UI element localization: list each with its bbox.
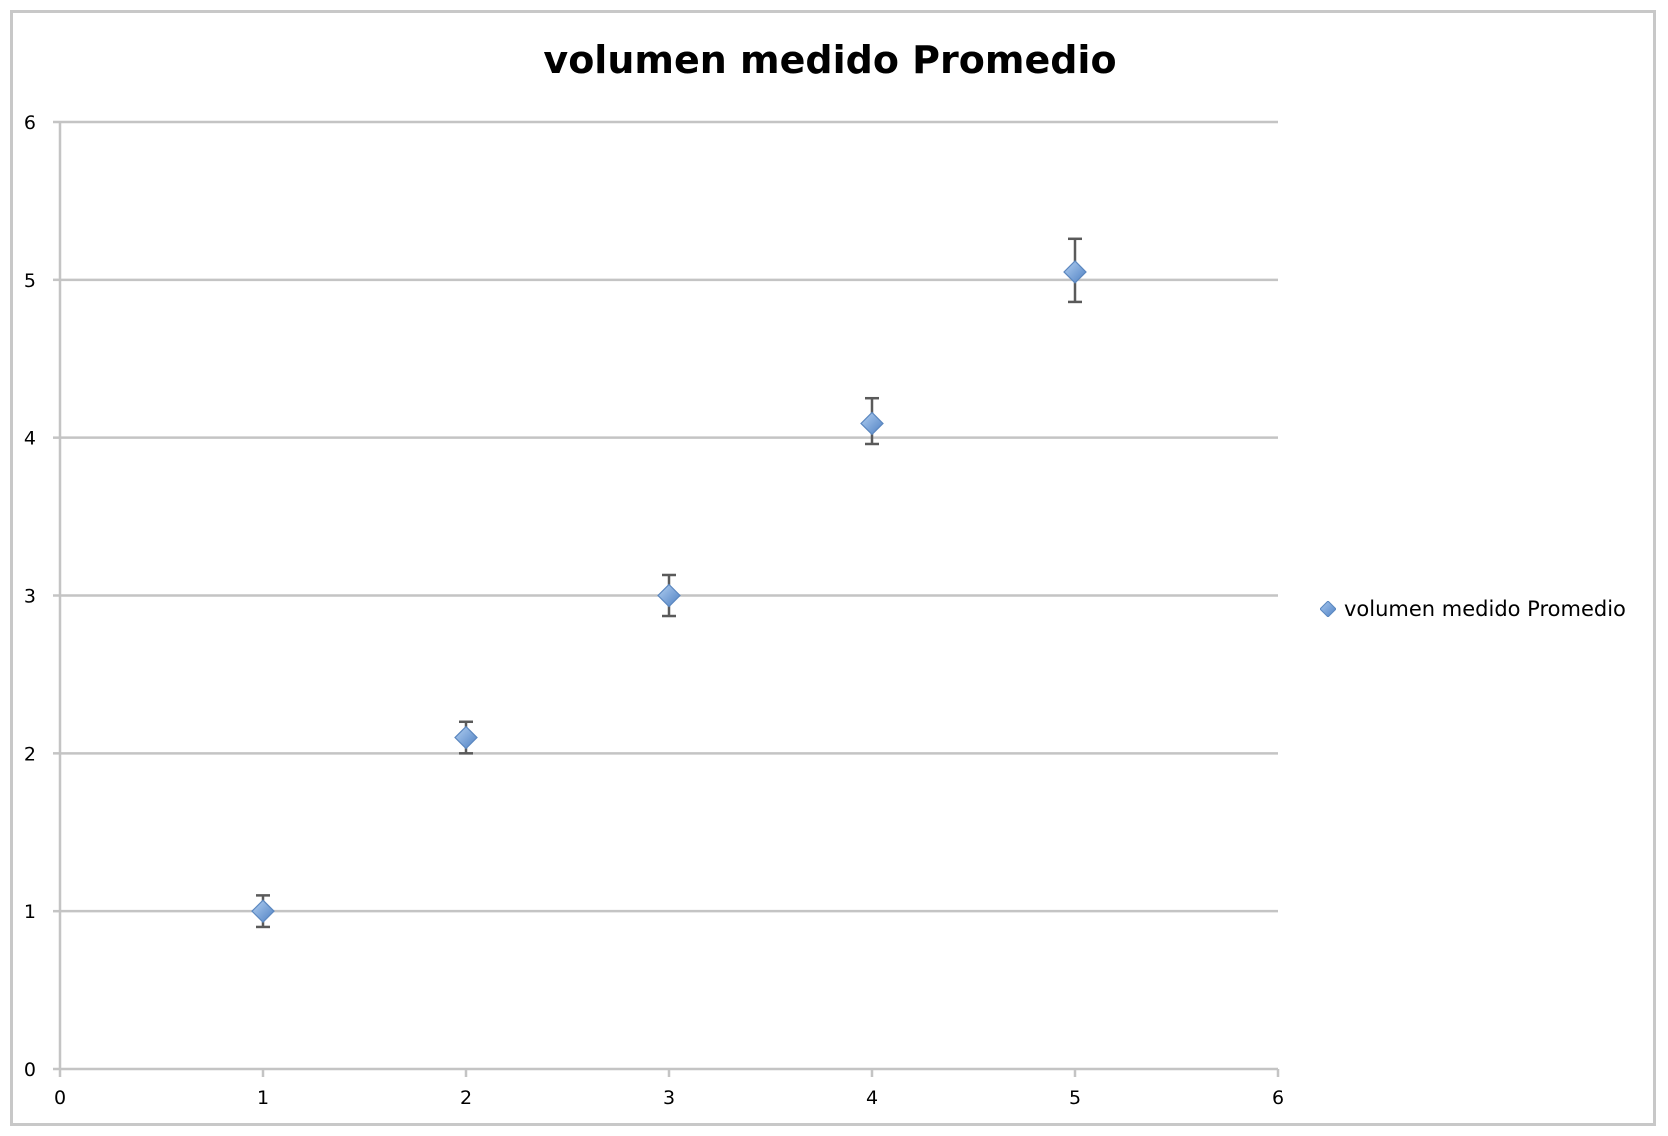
y-tick-label-3: 3 (24, 586, 36, 608)
x-tick-label-6: 6 (1272, 1087, 1284, 1109)
legend-marker-icon (1320, 601, 1336, 617)
y-tick-label-2: 2 (24, 743, 36, 765)
x-tick-label-4: 4 (866, 1087, 878, 1109)
error-bars (256, 237, 1082, 929)
x-tick-label-3: 3 (663, 1087, 675, 1109)
legend: volumen medido Promedio (1320, 597, 1626, 621)
y-tick-label-5: 5 (24, 270, 36, 292)
y-tick-label-0: 0 (24, 1059, 36, 1081)
data-point-4 (860, 411, 884, 436)
data-point-5 (1063, 260, 1087, 284)
tick-labels: 0 1 2 3 4 5 6 0 1 2 3 4 5 6 (24, 112, 1284, 1109)
grid-lines (60, 120, 1278, 913)
x-tick-label-0: 0 (54, 1087, 66, 1109)
data-points (251, 260, 1087, 924)
x-tick-label-1: 1 (257, 1087, 269, 1109)
y-tick-label-4: 4 (24, 428, 36, 450)
axes (53, 120, 1280, 1077)
data-point-1 (251, 899, 275, 924)
chart-title: volumen medido Promedio (543, 38, 1117, 82)
x-tick-label-5: 5 (1069, 1087, 1081, 1109)
data-point-2 (454, 725, 478, 750)
data-point-3 (657, 583, 681, 608)
y-tick-label-1: 1 (24, 901, 36, 923)
x-tick-label-2: 2 (460, 1087, 472, 1109)
chart-frame (10, 10, 1656, 1126)
y-tick-label-6: 6 (24, 112, 36, 134)
legend-label: volumen medido Promedio (1344, 597, 1626, 621)
